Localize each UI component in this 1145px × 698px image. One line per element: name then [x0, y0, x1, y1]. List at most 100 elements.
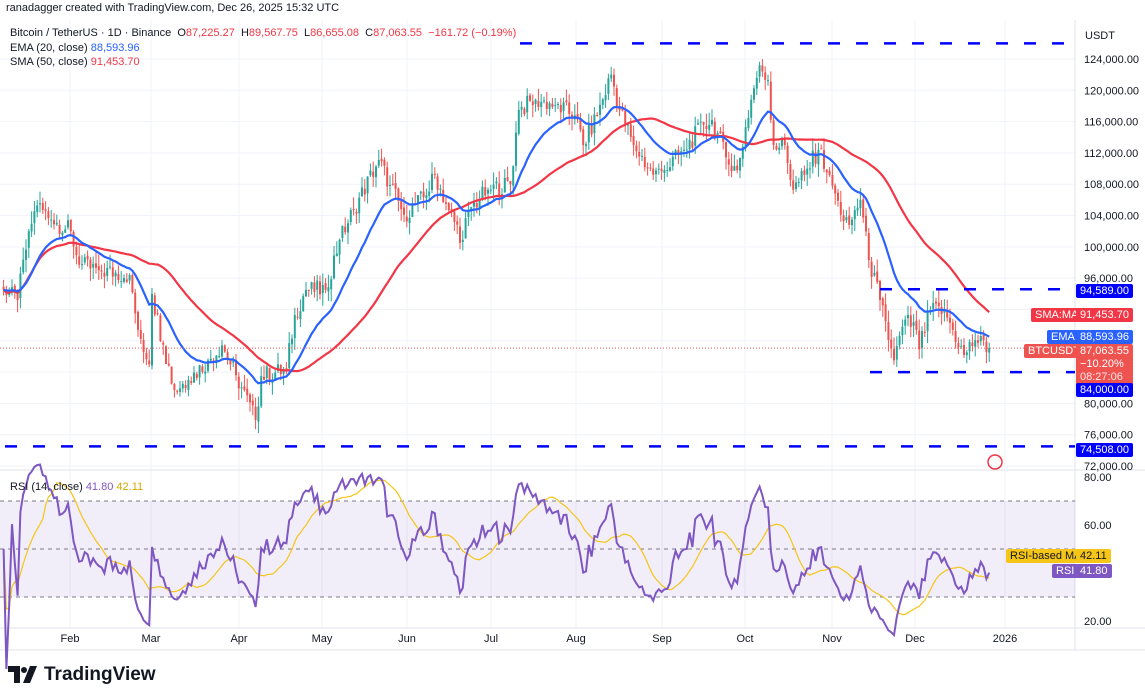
candle: [333, 245, 335, 280]
candle-body: [909, 315, 912, 327]
candle-body: [744, 127, 747, 147]
candle-body: [338, 239, 341, 255]
candle-body: [817, 149, 820, 165]
legend-ema[interactable]: EMA (20, close) 88,593.96: [10, 42, 140, 54]
candle-body: [492, 184, 495, 189]
candle: [288, 331, 291, 376]
candle-body: [218, 356, 221, 358]
candle: [383, 157, 386, 176]
candle-body: [58, 224, 61, 234]
candle: [545, 91, 548, 115]
candle-body: [39, 203, 41, 205]
candle: [954, 320, 957, 349]
candle: [39, 191, 41, 213]
candle: [811, 139, 814, 174]
candle-body: [814, 152, 817, 164]
price-tick-label: 120,000.00: [1084, 85, 1139, 97]
candle-body: [117, 274, 120, 281]
tradingview-logo[interactable]: TradingView: [8, 664, 156, 686]
legend-rsi[interactable]: RSI (14, close) 41.80 42.11: [10, 481, 143, 493]
candle: [338, 238, 341, 264]
candle-body: [81, 264, 83, 266]
candle: [806, 160, 809, 186]
candle-body: [548, 103, 551, 109]
candle-body: [635, 145, 638, 152]
candle-body: [887, 321, 890, 340]
candle: [540, 94, 543, 117]
candle: [473, 192, 475, 217]
candle-body: [428, 191, 431, 196]
candle: [263, 365, 265, 381]
candle: [887, 310, 890, 352]
candle-body: [103, 272, 106, 277]
candle: [918, 319, 921, 359]
candle: [923, 322, 926, 337]
candle-body: [498, 183, 501, 197]
change-value: −161.72 (−0.19%): [428, 27, 517, 39]
currency-label[interactable]: USDT: [1085, 30, 1115, 42]
close-value: 87,063.55: [373, 27, 423, 39]
candle-body: [571, 114, 573, 119]
candle-body: [319, 281, 321, 295]
candle-body: [246, 388, 249, 396]
candle: [156, 309, 159, 316]
candle: [820, 144, 823, 150]
candle: [708, 112, 711, 135]
candle-body: [543, 100, 545, 102]
price-tick-label: 100,000.00: [1084, 242, 1139, 254]
candle: [559, 98, 562, 124]
candle: [372, 161, 375, 187]
candle-body: [599, 104, 601, 115]
candle-body: [783, 137, 786, 146]
candle-body: [949, 317, 951, 323]
candle-body: [795, 182, 797, 189]
candle: [691, 134, 694, 152]
candle: [750, 94, 753, 125]
candle: [386, 161, 389, 197]
candle: [67, 214, 69, 230]
candle-body: [862, 199, 865, 218]
candle-body: [753, 88, 755, 100]
candle: [783, 133, 786, 150]
rsi-tick-label: 80.00: [1084, 472, 1112, 484]
candle-body: [445, 202, 447, 204]
candle: [481, 180, 484, 201]
candle: [422, 182, 425, 209]
candle-body: [333, 255, 335, 279]
candle: [436, 173, 439, 202]
candle-body: [923, 331, 926, 334]
candle-body: [254, 406, 257, 420]
candle: [11, 279, 13, 296]
candle: [131, 273, 134, 294]
candle: [985, 337, 988, 364]
candle-body: [495, 181, 498, 184]
last-change: −10.20%: [1080, 358, 1124, 370]
candle: [128, 273, 131, 285]
candle-body: [727, 159, 730, 165]
candle-body: [221, 345, 223, 357]
candle-body: [624, 111, 627, 126]
candle: [898, 331, 901, 350]
rsi-tag: RSI: [1052, 564, 1079, 578]
candle-body: [391, 183, 394, 185]
candle-body: [823, 150, 825, 169]
candle: [879, 279, 881, 312]
candle: [660, 160, 663, 180]
candle: [330, 275, 333, 302]
candle: [817, 142, 820, 177]
candle-body: [520, 106, 523, 110]
candle: [657, 163, 660, 175]
candle: [369, 163, 372, 177]
candle: [64, 225, 67, 233]
candle-body: [47, 211, 50, 219]
candle-body: [643, 156, 646, 168]
candle: [484, 179, 487, 201]
candle: [951, 318, 954, 336]
candle: [246, 378, 249, 403]
candle-body: [853, 210, 856, 220]
candle: [243, 374, 246, 392]
legend-sma[interactable]: SMA (50, close) 91,453.70: [10, 56, 140, 68]
month-label: Jun: [398, 633, 416, 645]
candle: [83, 253, 86, 265]
